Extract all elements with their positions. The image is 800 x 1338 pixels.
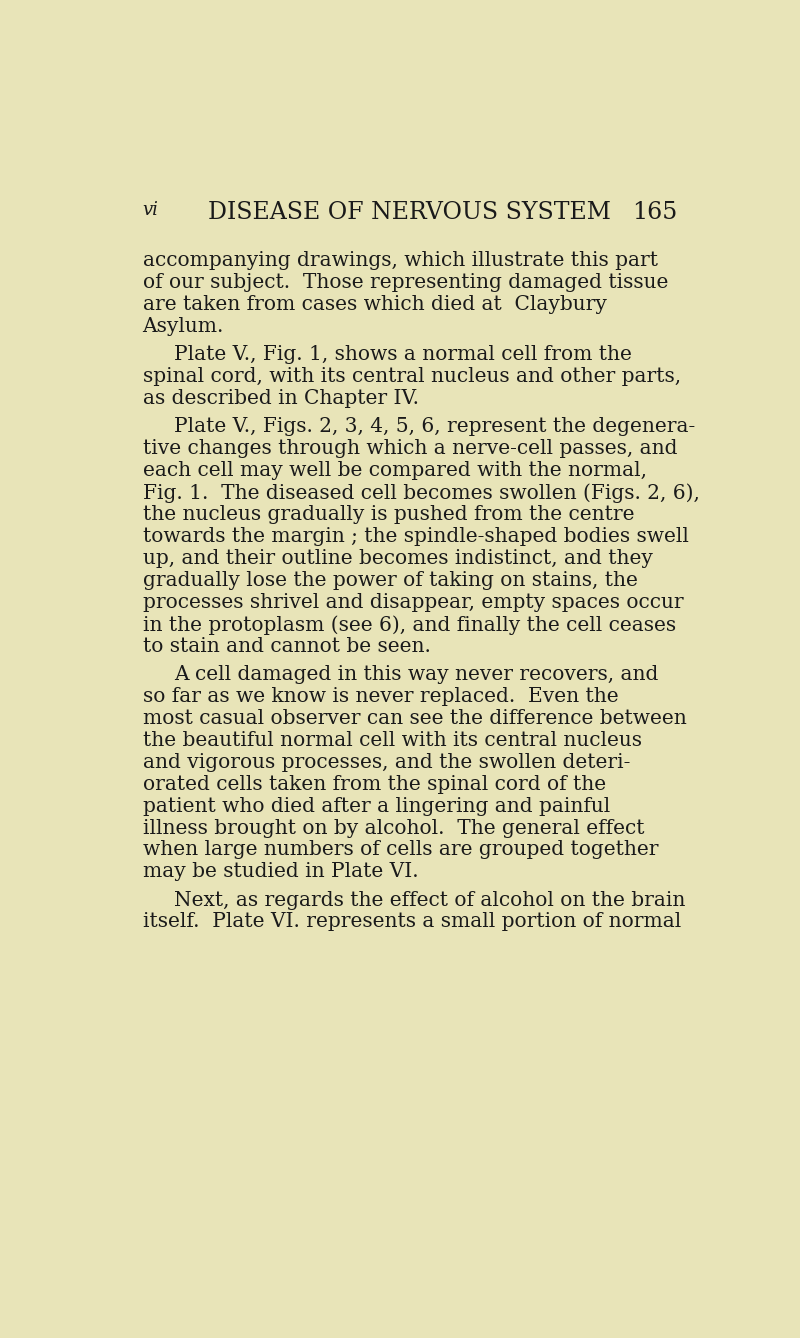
Text: A cell damaged in this way never recovers, and: A cell damaged in this way never recover… <box>174 665 658 684</box>
Text: Next, as regards the effect of alcohol on the brain: Next, as regards the effect of alcohol o… <box>174 891 685 910</box>
Text: so far as we know is never replaced.  Even the: so far as we know is never replaced. Eve… <box>142 686 618 706</box>
Text: of our subject.  Those representing damaged tissue: of our subject. Those representing damag… <box>142 273 668 293</box>
Text: as described in Chapter IV.: as described in Chapter IV. <box>142 389 418 408</box>
Text: illness brought on by alcohol.  The general effect: illness brought on by alcohol. The gener… <box>142 819 644 838</box>
Text: most casual observer can see the difference between: most casual observer can see the differe… <box>142 709 686 728</box>
Text: Asylum.: Asylum. <box>142 317 224 336</box>
Text: vi: vi <box>142 201 158 218</box>
Text: Fig. 1.  The diseased cell becomes swollen (Figs. 2, 6),: Fig. 1. The diseased cell becomes swolle… <box>142 483 699 503</box>
Text: in the protoplasm (see 6), and finally the cell ceases: in the protoplasm (see 6), and finally t… <box>142 615 676 634</box>
Text: 165: 165 <box>632 201 678 223</box>
Text: when large numbers of cells are grouped together: when large numbers of cells are grouped … <box>142 840 658 859</box>
Text: gradually lose the power of taking on stains, the: gradually lose the power of taking on st… <box>142 571 638 590</box>
Text: the nucleus gradually is pushed from the centre: the nucleus gradually is pushed from the… <box>142 506 634 524</box>
Text: itself.  Plate VI. represents a small portion of normal: itself. Plate VI. represents a small por… <box>142 913 681 931</box>
Text: and vigorous processes, and the swollen deteri-: and vigorous processes, and the swollen … <box>142 753 630 772</box>
Text: Plate V., Fig. 1, shows a normal cell from the: Plate V., Fig. 1, shows a normal cell fr… <box>174 345 631 364</box>
Text: up, and their outline becomes indistinct, and they: up, and their outline becomes indistinct… <box>142 549 653 569</box>
Text: are taken from cases which died at  Claybury: are taken from cases which died at Clayb… <box>142 296 606 314</box>
Text: patient who died after a lingering and painful: patient who died after a lingering and p… <box>142 796 610 816</box>
Text: towards the margin ; the spindle-shaped bodies swell: towards the margin ; the spindle-shaped … <box>142 527 689 546</box>
Text: the beautiful normal cell with its central nucleus: the beautiful normal cell with its centr… <box>142 731 642 749</box>
Text: Plate V., Figs. 2, 3, 4, 5, 6, represent the degenera-: Plate V., Figs. 2, 3, 4, 5, 6, represent… <box>174 417 695 436</box>
Text: tive changes through which a nerve-cell passes, and: tive changes through which a nerve-cell … <box>142 439 677 459</box>
Text: accompanying drawings, which illustrate this part: accompanying drawings, which illustrate … <box>142 252 658 270</box>
Text: processes shrivel and disappear, empty spaces occur: processes shrivel and disappear, empty s… <box>142 593 683 611</box>
Text: each cell may well be compared with the normal,: each cell may well be compared with the … <box>142 462 646 480</box>
Text: DISEASE OF NERVOUS SYSTEM: DISEASE OF NERVOUS SYSTEM <box>209 201 611 223</box>
Text: spinal cord, with its central nucleus and other parts,: spinal cord, with its central nucleus an… <box>142 368 681 387</box>
Text: orated cells taken from the spinal cord of the: orated cells taken from the spinal cord … <box>142 775 606 793</box>
Text: may be studied in Plate VI.: may be studied in Plate VI. <box>142 863 418 882</box>
Text: to stain and cannot be seen.: to stain and cannot be seen. <box>142 637 430 656</box>
